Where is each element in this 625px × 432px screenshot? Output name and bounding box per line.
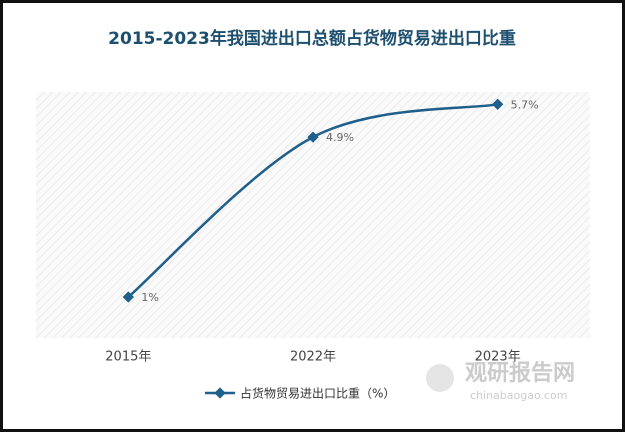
watermark-url: chinabaogao.com	[470, 389, 568, 402]
marker	[307, 131, 319, 143]
chart-title: 2015-2023年我国进出口总额占货物贸易进出口比重	[108, 28, 516, 49]
watermark: 观研报告网 chinabaogao.com	[426, 361, 575, 402]
x-tick-label: 2015年	[105, 350, 151, 365]
watermark-name: 观研报告网	[465, 361, 575, 386]
legend-marker	[214, 387, 226, 399]
data-label: 4.9%	[326, 131, 354, 144]
watermark-logo	[426, 364, 454, 392]
legend-label: 占货物贸易进出口比重（%）	[240, 386, 395, 401]
data-label: 1%	[141, 291, 158, 304]
plot-area	[36, 92, 590, 338]
x-tick-label: 2022年	[290, 350, 336, 365]
data-label: 5.7%	[511, 98, 539, 111]
x-tick-label: 2023年	[475, 350, 521, 365]
